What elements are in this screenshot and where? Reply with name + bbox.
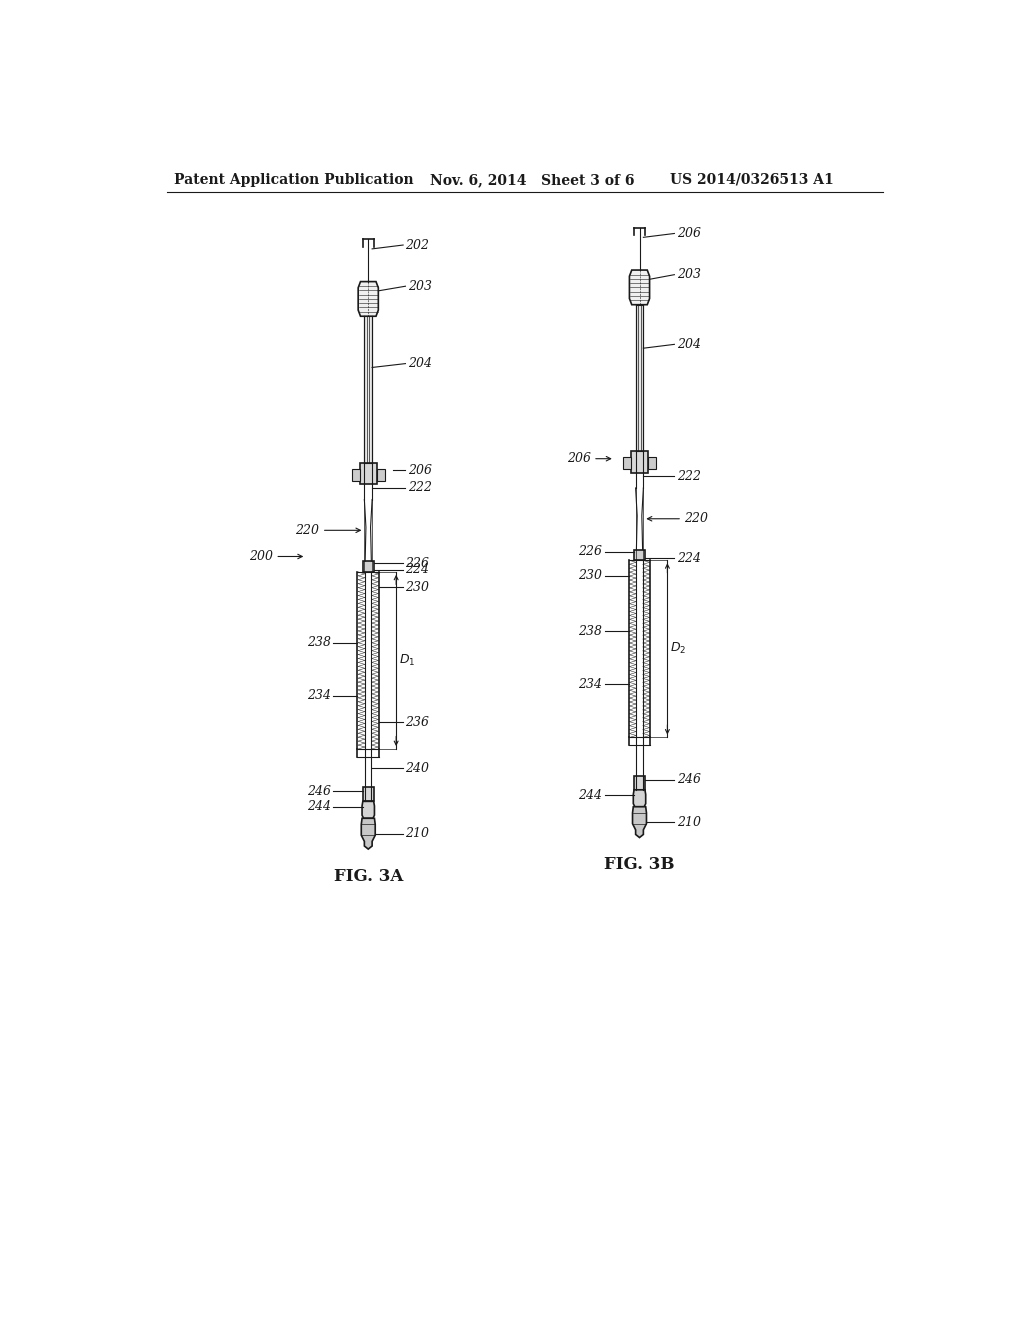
Bar [377,469,385,480]
Polygon shape [633,807,646,838]
Bar [631,451,648,473]
Text: FIG. 3B: FIG. 3B [604,855,675,873]
Text: 224: 224 [406,564,429,576]
Text: 220: 220 [684,512,709,525]
Bar [636,305,643,451]
Text: 203: 203 [408,280,432,293]
Polygon shape [358,281,378,317]
Bar [362,561,374,572]
Text: 220: 220 [296,524,319,537]
Text: FIG. 3A: FIG. 3A [334,867,402,884]
Text: 240: 240 [406,762,429,775]
Text: 210: 210 [406,828,429,841]
Text: 210: 210 [677,816,700,829]
Text: 203: 203 [677,268,700,281]
Text: 246: 246 [677,774,700,787]
Text: 246: 246 [307,785,331,797]
Text: 238: 238 [579,624,602,638]
Text: 202: 202 [406,239,429,252]
Bar [634,776,645,789]
Text: 244: 244 [307,800,331,813]
Text: 234: 234 [307,689,331,702]
Text: 226: 226 [406,557,429,570]
Text: 204: 204 [677,338,700,351]
Bar [365,317,372,462]
Text: 206: 206 [566,453,591,465]
Text: US 2014/0326513 A1: US 2014/0326513 A1 [671,173,835,187]
Polygon shape [362,801,375,818]
Text: $D_1$: $D_1$ [399,653,416,668]
Polygon shape [633,789,646,807]
Bar [352,469,359,480]
Text: 230: 230 [406,581,429,594]
Text: 200: 200 [249,550,273,564]
Text: 230: 230 [579,569,602,582]
Text: 224: 224 [677,552,700,565]
Bar [634,549,645,561]
Text: 238: 238 [307,636,331,649]
Text: 206: 206 [408,463,432,477]
Text: 234: 234 [579,677,602,690]
Text: 222: 222 [408,482,432,495]
Bar [362,788,374,801]
Text: 222: 222 [677,470,700,483]
Text: 204: 204 [408,358,432,370]
Text: 236: 236 [406,715,429,729]
Bar [624,457,631,470]
Text: Patent Application Publication: Patent Application Publication [174,173,414,187]
Text: 226: 226 [579,545,602,558]
Text: $D_2$: $D_2$ [671,642,687,656]
Text: 206: 206 [677,227,700,240]
Polygon shape [361,818,375,849]
Text: 244: 244 [579,788,602,801]
Bar [648,457,655,470]
Bar [359,462,377,484]
Text: Nov. 6, 2014   Sheet 3 of 6: Nov. 6, 2014 Sheet 3 of 6 [430,173,635,187]
Polygon shape [630,271,649,305]
